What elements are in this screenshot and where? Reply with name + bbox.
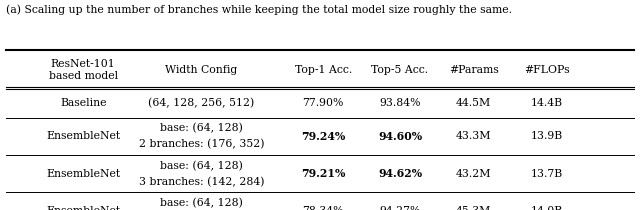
Text: base: (64, 128): base: (64, 128) bbox=[160, 123, 243, 134]
Text: (a) Scaling up the number of branches while keeping the total model size roughly: (a) Scaling up the number of branches wh… bbox=[6, 4, 513, 15]
Text: 94.62%: 94.62% bbox=[378, 168, 422, 179]
Text: Width Config: Width Config bbox=[166, 65, 237, 75]
Text: 14.0B: 14.0B bbox=[531, 206, 563, 210]
Text: 44.5M: 44.5M bbox=[456, 98, 492, 108]
Text: 79.21%: 79.21% bbox=[301, 168, 346, 179]
Text: Baseline: Baseline bbox=[60, 98, 106, 108]
Text: ResNet-101
based model: ResNet-101 based model bbox=[49, 59, 118, 81]
Text: 94.27%: 94.27% bbox=[380, 206, 420, 210]
Text: 94.60%: 94.60% bbox=[378, 131, 422, 142]
Text: 13.7B: 13.7B bbox=[531, 169, 563, 179]
Text: Top-5 Acc.: Top-5 Acc. bbox=[371, 65, 429, 75]
Text: 79.24%: 79.24% bbox=[301, 131, 346, 142]
Text: #FLOPs: #FLOPs bbox=[524, 65, 570, 75]
Text: 93.84%: 93.84% bbox=[380, 98, 420, 108]
Text: 77.90%: 77.90% bbox=[303, 98, 344, 108]
Text: EnsembleNet: EnsembleNet bbox=[46, 169, 120, 179]
Text: 43.3M: 43.3M bbox=[456, 131, 492, 141]
Text: 45.3M: 45.3M bbox=[456, 206, 492, 210]
Text: #Params: #Params bbox=[449, 65, 499, 75]
Text: (64, 128, 256, 512): (64, 128, 256, 512) bbox=[148, 98, 255, 109]
Text: 43.2M: 43.2M bbox=[456, 169, 492, 179]
Text: EnsembleNet: EnsembleNet bbox=[46, 206, 120, 210]
Text: base: (64, 128): base: (64, 128) bbox=[160, 160, 243, 171]
Text: EnsembleNet: EnsembleNet bbox=[46, 131, 120, 141]
Text: base: (64, 128): base: (64, 128) bbox=[160, 198, 243, 208]
Text: 14.4B: 14.4B bbox=[531, 98, 563, 108]
Text: 13.9B: 13.9B bbox=[531, 131, 563, 141]
Text: 3 branches: (142, 284): 3 branches: (142, 284) bbox=[139, 176, 264, 187]
Text: 2 branches: (176, 352): 2 branches: (176, 352) bbox=[139, 139, 264, 150]
Text: 78.34%: 78.34% bbox=[303, 206, 344, 210]
Text: Top-1 Acc.: Top-1 Acc. bbox=[294, 65, 352, 75]
